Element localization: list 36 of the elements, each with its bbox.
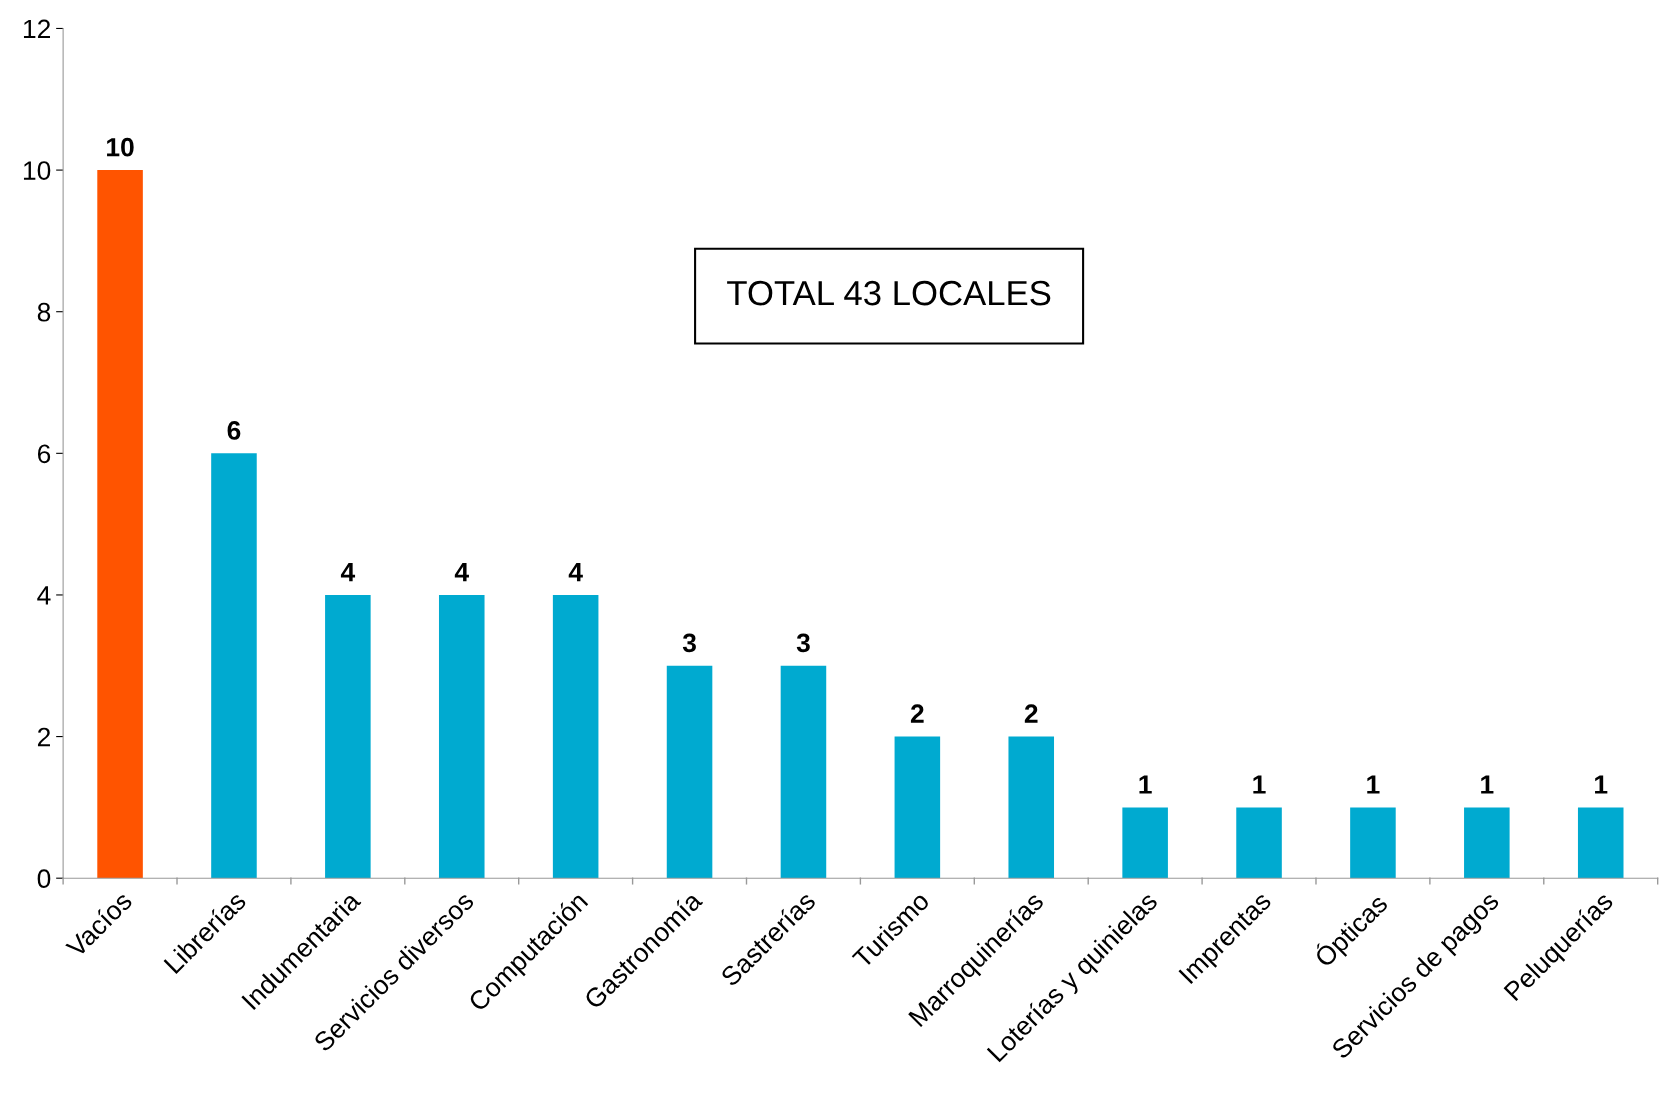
data-label: 2 (1024, 704, 1038, 723)
bar (1122, 807, 1168, 879)
y-tick-label: 4 (37, 586, 51, 605)
bar (438, 594, 485, 879)
bar (552, 594, 599, 879)
bar (97, 170, 143, 879)
data-label: 4 (340, 562, 356, 582)
data-label: 10 (107, 137, 134, 157)
data-label: 6 (227, 421, 241, 440)
data-label: 3 (796, 633, 810, 653)
y-tick-label: 8 (37, 302, 51, 322)
y-tick-label: 2 (37, 727, 50, 747)
data-label: 2 (910, 704, 924, 723)
data-label: 1 (1367, 775, 1380, 794)
bar (1464, 807, 1510, 879)
bar (666, 665, 713, 879)
y-tick-label: 6 (37, 444, 51, 464)
data-label: 4 (568, 562, 583, 582)
bar (894, 736, 941, 879)
data-label: 1 (1139, 775, 1152, 794)
bar (1008, 736, 1055, 879)
bar (1236, 807, 1282, 879)
data-label: 1 (1253, 775, 1266, 794)
data-label: 4 (454, 562, 469, 582)
annotation: TOTAL 43 LOCALES (727, 280, 1051, 306)
y-tick-label: 0 (37, 869, 51, 889)
data-label: 1 (1595, 775, 1608, 794)
data-label: 1 (1481, 775, 1494, 794)
bar (1577, 807, 1624, 879)
bar (325, 594, 371, 879)
y-tick-label: 12 (23, 19, 50, 39)
data-label: 3 (682, 633, 696, 653)
bar (1350, 807, 1396, 879)
bar (211, 453, 257, 879)
y-tick-label: 10 (23, 161, 51, 180)
bar (780, 665, 827, 879)
